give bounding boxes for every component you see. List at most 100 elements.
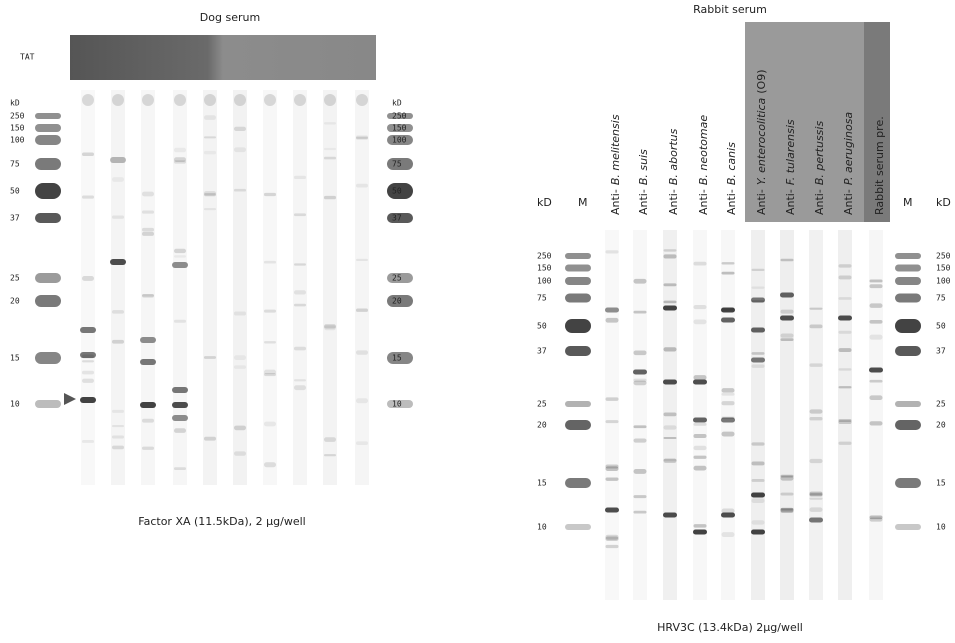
band [693, 530, 707, 535]
band [722, 272, 735, 275]
band [172, 415, 188, 421]
band [810, 498, 823, 500]
band [140, 359, 156, 365]
marker-label: 20 [936, 421, 946, 430]
band [752, 462, 765, 466]
band [781, 338, 794, 341]
band [694, 375, 707, 380]
band [634, 425, 647, 428]
marker-label: 50 [537, 322, 547, 331]
band [721, 308, 735, 313]
lane-label: Anti-B. canis [725, 142, 738, 215]
band [664, 425, 677, 429]
band [809, 518, 823, 523]
lane-label-species: Y. enterocolitica [755, 97, 768, 185]
band [722, 262, 735, 264]
marker-band [35, 183, 61, 199]
right-title: Rabbit serum [693, 3, 767, 16]
well [174, 94, 186, 106]
marker-band [387, 295, 413, 307]
lane-label: Anti-B. suis [637, 149, 650, 215]
lane-label-prefix: Anti- [784, 189, 797, 215]
marker-band [387, 135, 413, 145]
marker-band [895, 346, 921, 356]
band [142, 232, 154, 236]
band [721, 513, 735, 518]
band [839, 348, 852, 352]
marker-band [387, 183, 413, 199]
band [839, 275, 852, 279]
band [82, 152, 94, 156]
marker-label: 50 [10, 187, 20, 196]
band [663, 306, 677, 311]
band [606, 466, 619, 471]
band [606, 420, 619, 423]
band [110, 259, 126, 265]
marker-band [565, 524, 591, 530]
marker-label: 100 [936, 277, 951, 286]
marker-label: 15 [10, 354, 20, 363]
lane-label-species: B. neotomae [697, 115, 710, 186]
marker-band [565, 277, 591, 285]
band [605, 308, 619, 313]
marker-label: 37 [10, 214, 20, 223]
lane-label-prefix: Anti- [755, 189, 768, 215]
band [870, 395, 883, 400]
band [204, 193, 216, 196]
band [693, 418, 707, 423]
band [870, 279, 883, 282]
band [142, 211, 154, 214]
band [751, 493, 765, 498]
band [694, 262, 707, 266]
well [234, 94, 246, 106]
band [294, 213, 306, 216]
band [82, 379, 94, 383]
band [870, 320, 883, 324]
marker-band [565, 478, 591, 488]
well [264, 94, 276, 106]
band [294, 290, 306, 294]
band [634, 469, 647, 474]
band [664, 254, 677, 258]
band [634, 495, 647, 498]
right-unit-right: kD [936, 196, 951, 209]
band [324, 454, 336, 456]
well [324, 94, 336, 106]
lane-label-species: B. abortus [667, 128, 680, 185]
marker-band [387, 213, 413, 223]
band [839, 442, 852, 445]
band [751, 328, 765, 333]
marker-label: 20 [10, 297, 20, 306]
marker-label: 10 [936, 523, 946, 532]
band [780, 293, 794, 298]
band [264, 193, 276, 196]
lane-label: Anti-P. aeruginosa [842, 112, 855, 215]
marker-band [895, 420, 921, 430]
band [810, 459, 823, 463]
band [752, 498, 765, 503]
marker-label: 250 [537, 252, 552, 261]
band [174, 428, 186, 433]
band [174, 320, 186, 323]
marker-band [565, 420, 591, 430]
band [174, 255, 186, 257]
marker-band [35, 213, 61, 223]
band [294, 263, 306, 265]
lane-label-prefix: Anti- [842, 189, 855, 215]
band [82, 196, 94, 199]
band [870, 421, 883, 425]
band [204, 437, 216, 441]
band [324, 437, 336, 442]
marker-label: 150 [537, 264, 552, 273]
band [694, 423, 707, 426]
marker-band [35, 158, 61, 170]
band [664, 301, 677, 304]
band [694, 456, 707, 459]
tat-strip [70, 35, 376, 80]
band [172, 262, 188, 268]
tat-label: TAT [20, 53, 35, 62]
band [839, 420, 852, 424]
marker-band [35, 352, 61, 364]
band [234, 355, 246, 360]
band [722, 388, 735, 392]
